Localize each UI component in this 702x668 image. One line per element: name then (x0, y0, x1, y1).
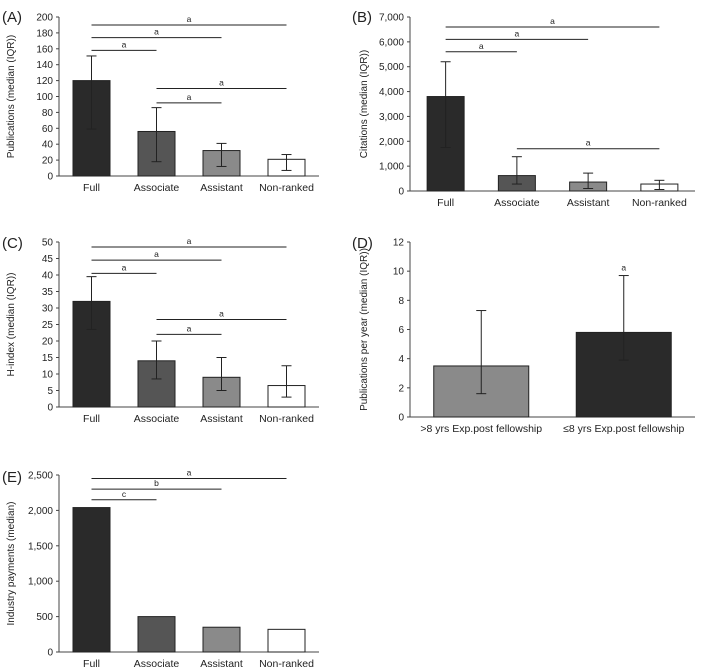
y-tick-label: 4 (398, 354, 404, 365)
significance-label: a (187, 14, 192, 24)
significance-label: a (515, 28, 520, 38)
significance-label: a (187, 92, 192, 102)
category-label: Non-ranked (259, 182, 314, 194)
category-label: Associate (494, 197, 540, 209)
y-tick-label: 5,000 (379, 62, 404, 73)
y-tick-label: 35 (42, 287, 54, 298)
chart-panel-0: (A) Publications (median (IQR)) 0 20 40 60 80 1… (2, 9, 319, 194)
y-tick-label: 140 (36, 60, 53, 71)
y-tick-label: 15 (42, 353, 54, 364)
significance-label: a (479, 41, 484, 51)
significance-label: a (621, 263, 626, 273)
significance-label: a (586, 138, 591, 148)
y-tick-label: 10 (393, 267, 405, 278)
category-label: Full (83, 413, 100, 425)
significance-label: a (219, 309, 224, 319)
bar-2 (202, 626, 241, 653)
y-tick-label: 45 (42, 254, 54, 265)
y-tick-label: 5 (47, 386, 53, 397)
y-tick-label: 6,000 (379, 37, 404, 48)
y-tick-label: 1,000 (28, 577, 53, 588)
category-label: Non-ranked (632, 197, 687, 209)
significance-label: a (187, 468, 192, 478)
panel-label: (C) (2, 235, 23, 252)
y-tick-label: 20 (42, 337, 54, 348)
y-tick-label: 3,000 (379, 112, 404, 123)
chart-panel-4: (E) Industry payments (median) 0 500 1,000 1,… (2, 468, 319, 668)
panel-label: (D) (352, 235, 373, 252)
y-tick-label: 2 (398, 383, 404, 394)
y-tick-label: 12 (393, 238, 405, 249)
category-label: Assistant (567, 197, 610, 209)
y-tick-label: 6 (398, 325, 404, 336)
y-tick-label: 7,000 (379, 13, 404, 24)
y-tick-label: 10 (42, 370, 54, 381)
y-tick-label: 200 (36, 13, 53, 24)
category-label: Non-ranked (259, 413, 314, 425)
category-label: Full (83, 658, 100, 668)
significance-label: a (187, 323, 192, 333)
chart-panel-2: (C) H-index (median (IQR)) 0 5 10 15 20 25 30 35 4… (2, 235, 319, 425)
chart-panel-3: (D)Publications per year (median (IQR)) 0… (352, 235, 695, 435)
y-axis-label: Industry payments (median) (6, 502, 17, 626)
y-tick-label: 120 (36, 76, 53, 87)
significance-label: a (219, 78, 224, 88)
bar-3 (267, 628, 306, 653)
category-label: >8 yrs Exp.post fellowship (420, 423, 542, 435)
y-tick-label: 0 (398, 413, 404, 424)
y-tick-label: 2,000 (379, 137, 404, 148)
panel-label: (A) (2, 9, 22, 26)
y-tick-label: 180 (36, 28, 53, 39)
y-tick-label: 0 (47, 172, 53, 183)
y-tick-label: 100 (36, 92, 53, 103)
category-label: Full (437, 197, 454, 209)
y-tick-label: 40 (42, 140, 54, 151)
bar-1 (137, 616, 176, 653)
panel-label: (B) (352, 9, 372, 26)
y-tick-label: 8 (398, 296, 404, 307)
category-label: Assistant (200, 182, 243, 194)
y-tick-label: 1,000 (379, 162, 404, 173)
y-tick-label: 2,000 (28, 506, 53, 517)
y-tick-label: 0 (398, 187, 404, 198)
y-tick-label: 40 (42, 271, 54, 282)
significance-label: a (550, 16, 555, 26)
significance-label: a (187, 236, 192, 246)
category-label: Full (83, 182, 100, 194)
chart-panel-1: (B) Citations (median (IQR)) 0 1,000 2,000 3,… (352, 9, 695, 209)
significance-label: a (154, 249, 159, 259)
y-tick-label: 60 (42, 124, 54, 135)
category-label: Associate (134, 182, 180, 194)
y-axis-label: Citations (median (IQR)) (359, 50, 370, 158)
bar-0 (72, 507, 111, 653)
y-tick-label: 1,500 (28, 541, 53, 552)
y-tick-label: 50 (42, 238, 54, 249)
category-label: Associate (134, 413, 180, 425)
significance-label: b (154, 478, 159, 488)
y-tick-label: 20 (42, 156, 54, 167)
category-label: ≤8 yrs Exp.post fellowship (563, 423, 684, 435)
category-label: Non-ranked (259, 658, 314, 668)
y-tick-label: 25 (42, 320, 54, 331)
significance-label: a (154, 27, 159, 37)
significance-label: a (122, 39, 127, 49)
y-tick-label: 500 (36, 612, 53, 623)
category-label: Associate (134, 658, 180, 668)
y-axis-label: H-index (median (IQR)) (6, 273, 17, 377)
panel-label: (E) (2, 469, 22, 486)
y-tick-label: 4,000 (379, 87, 404, 98)
y-tick-label: 80 (42, 108, 54, 119)
category-label: Assistant (200, 413, 243, 425)
y-tick-label: 0 (47, 648, 53, 659)
y-tick-label: 0 (47, 403, 53, 414)
y-tick-label: 2,500 (28, 471, 53, 482)
category-label: Assistant (200, 658, 243, 668)
significance-label: c (122, 489, 127, 499)
y-axis-label: Publications (median (IQR)) (6, 35, 17, 158)
significance-label: a (122, 262, 127, 272)
y-axis-label: Publications per year (median (IQR)) (359, 248, 370, 411)
y-tick-label: 160 (36, 44, 53, 55)
y-tick-label: 30 (42, 304, 54, 315)
